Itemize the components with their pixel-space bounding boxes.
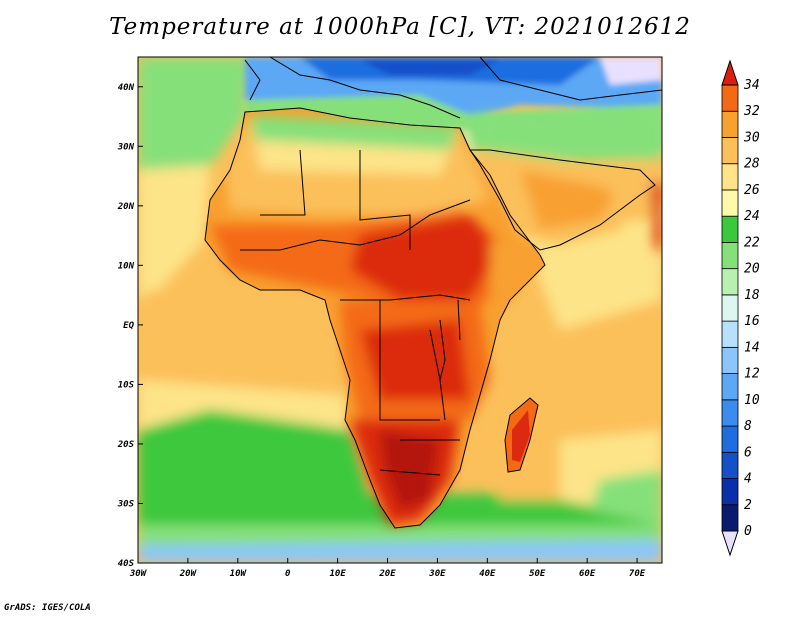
lat-tick-label: 10N xyxy=(118,261,135,271)
colorbar-label: 0 xyxy=(744,524,752,539)
colorbar-segment xyxy=(721,84,739,112)
lon-tick-label: 0 xyxy=(285,569,291,579)
colorbar-label: 14 xyxy=(744,340,760,355)
colorbar-segment xyxy=(721,294,739,322)
colorbar-segment xyxy=(721,373,739,401)
colorbar-label: 32 xyxy=(743,104,760,119)
lat-tick-label: 30S xyxy=(117,499,135,509)
lat-tick-label: EQ xyxy=(123,321,134,331)
latitude-axis: 40N 30N 20N 10N EQ 10S 20S 30S 40S xyxy=(117,83,143,569)
colorbar-segment xyxy=(721,346,739,374)
lon-tick-label: 50E xyxy=(529,569,546,579)
colorbar-over-arrow xyxy=(721,59,739,86)
lon-tick-label: 10W xyxy=(230,569,248,579)
lat-tick-label: 40S xyxy=(118,559,135,569)
longitude-axis: 30W 20W 10W 0 10E 20E 30E 40E 50E 60E 70E xyxy=(129,558,646,579)
map-title: Temperature at 1000hPa [C], VT: 20210126… xyxy=(109,14,691,40)
lat-tick-label: 20S xyxy=(117,440,135,450)
lon-tick-label: 30E xyxy=(428,569,446,579)
lat-tick-label: 20N xyxy=(117,202,135,212)
lon-tick-label: 60E xyxy=(579,569,596,579)
colorbar-label: 34 xyxy=(743,78,760,93)
colorbar-label: 24 xyxy=(744,209,760,224)
colorbar-under-arrow xyxy=(721,530,739,557)
colorbar-label: 26 xyxy=(744,183,760,198)
colorbar-segment xyxy=(721,137,739,165)
temperature-field xyxy=(138,57,662,563)
colorbar-label: 12 xyxy=(744,367,760,382)
lon-tick-label: 10E xyxy=(329,569,346,579)
lat-tick-label: 10S xyxy=(118,380,135,390)
colorbar-segment xyxy=(721,110,739,138)
colorbar-label: 10 xyxy=(744,393,760,408)
colorbar-segment xyxy=(721,504,739,532)
colorbar-segment xyxy=(721,399,739,427)
coastlines xyxy=(204,57,662,529)
lon-tick-label: 20E xyxy=(378,569,396,579)
colorbar-segment xyxy=(721,242,739,270)
colorbar-segment xyxy=(721,320,739,348)
map-frame xyxy=(137,56,663,564)
colorbar-segment xyxy=(721,215,739,243)
colorbar-segment xyxy=(721,268,739,296)
lon-tick-label: 30W xyxy=(129,569,148,579)
colorbar-label: 8 xyxy=(744,419,752,434)
lon-tick-label: 20W xyxy=(179,569,198,579)
lon-tick-label: 40E xyxy=(479,569,496,579)
colorbar-label: 30 xyxy=(743,130,760,145)
colorbar-label: 2 xyxy=(744,498,752,513)
colorbar-segment xyxy=(721,189,739,217)
colorbar-label: 4 xyxy=(744,472,752,487)
colorbar-label: 28 xyxy=(744,157,760,172)
lat-tick-label: 30N xyxy=(117,142,135,152)
colorbar-segment xyxy=(721,451,739,479)
lat-tick-label: 40N xyxy=(118,83,135,93)
credit-label: GrADS: IGES/COLA xyxy=(4,603,91,613)
colorbar-segment xyxy=(721,478,739,506)
colorbar-label: 20 xyxy=(744,262,760,277)
colorbar-label: 6 xyxy=(744,445,752,460)
colorbar-segment xyxy=(721,425,739,453)
colorbar-label: 16 xyxy=(744,314,760,329)
colorbar-label: 18 xyxy=(744,288,760,303)
colorbar-label: 22 xyxy=(744,235,760,250)
colorbar-segment xyxy=(721,163,739,191)
lon-tick-label: 70E xyxy=(629,569,646,579)
